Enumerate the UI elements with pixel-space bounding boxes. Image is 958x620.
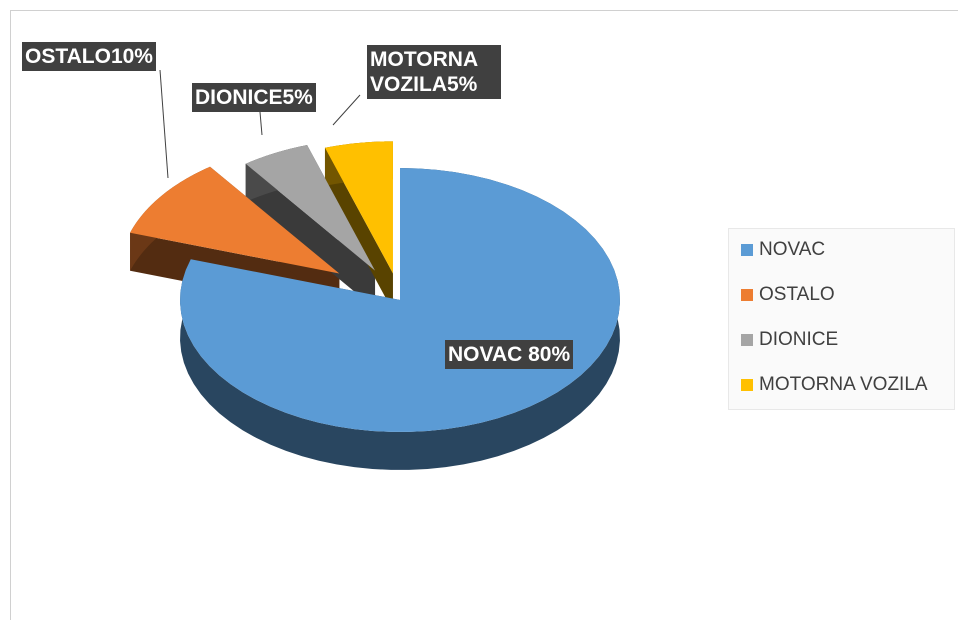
leader-line: [159, 69, 169, 179]
legend-label: NOVAC: [759, 239, 826, 260]
legend-swatch: [741, 289, 753, 301]
legend-swatch: [741, 334, 753, 346]
legend-swatch: [741, 379, 753, 391]
legend-item: NOVAC: [741, 239, 825, 261]
data-label: MOTORNA VOZILA5%: [367, 45, 501, 99]
legend-swatch: [741, 244, 753, 256]
slice-wall: [324, 147, 393, 312]
slice-wall: [245, 163, 376, 309]
data-label: DIONICE5%: [192, 83, 316, 112]
legend-label: OSTALO: [759, 284, 835, 305]
pie-slice: [245, 145, 376, 271]
data-label: OSTALO10%: [22, 42, 156, 71]
legend-item: MOTORNA VOZILA: [741, 374, 928, 396]
legend-label: MOTORNA VOZILA: [759, 374, 928, 395]
leader-line: [332, 94, 361, 126]
legend-item: OSTALO: [741, 284, 835, 306]
leader-line: [259, 111, 263, 136]
pie-slice: [324, 141, 393, 274]
legend-label: DIONICE: [759, 329, 839, 350]
chart-frame: [10, 10, 958, 620]
legend: NOVAC OSTALO DIONICE MOTORNA VOZILA: [728, 228, 955, 410]
legend-item: DIONICE: [741, 329, 838, 351]
pie-slice: [130, 166, 340, 274]
data-label: NOVAC 80%: [445, 340, 574, 369]
